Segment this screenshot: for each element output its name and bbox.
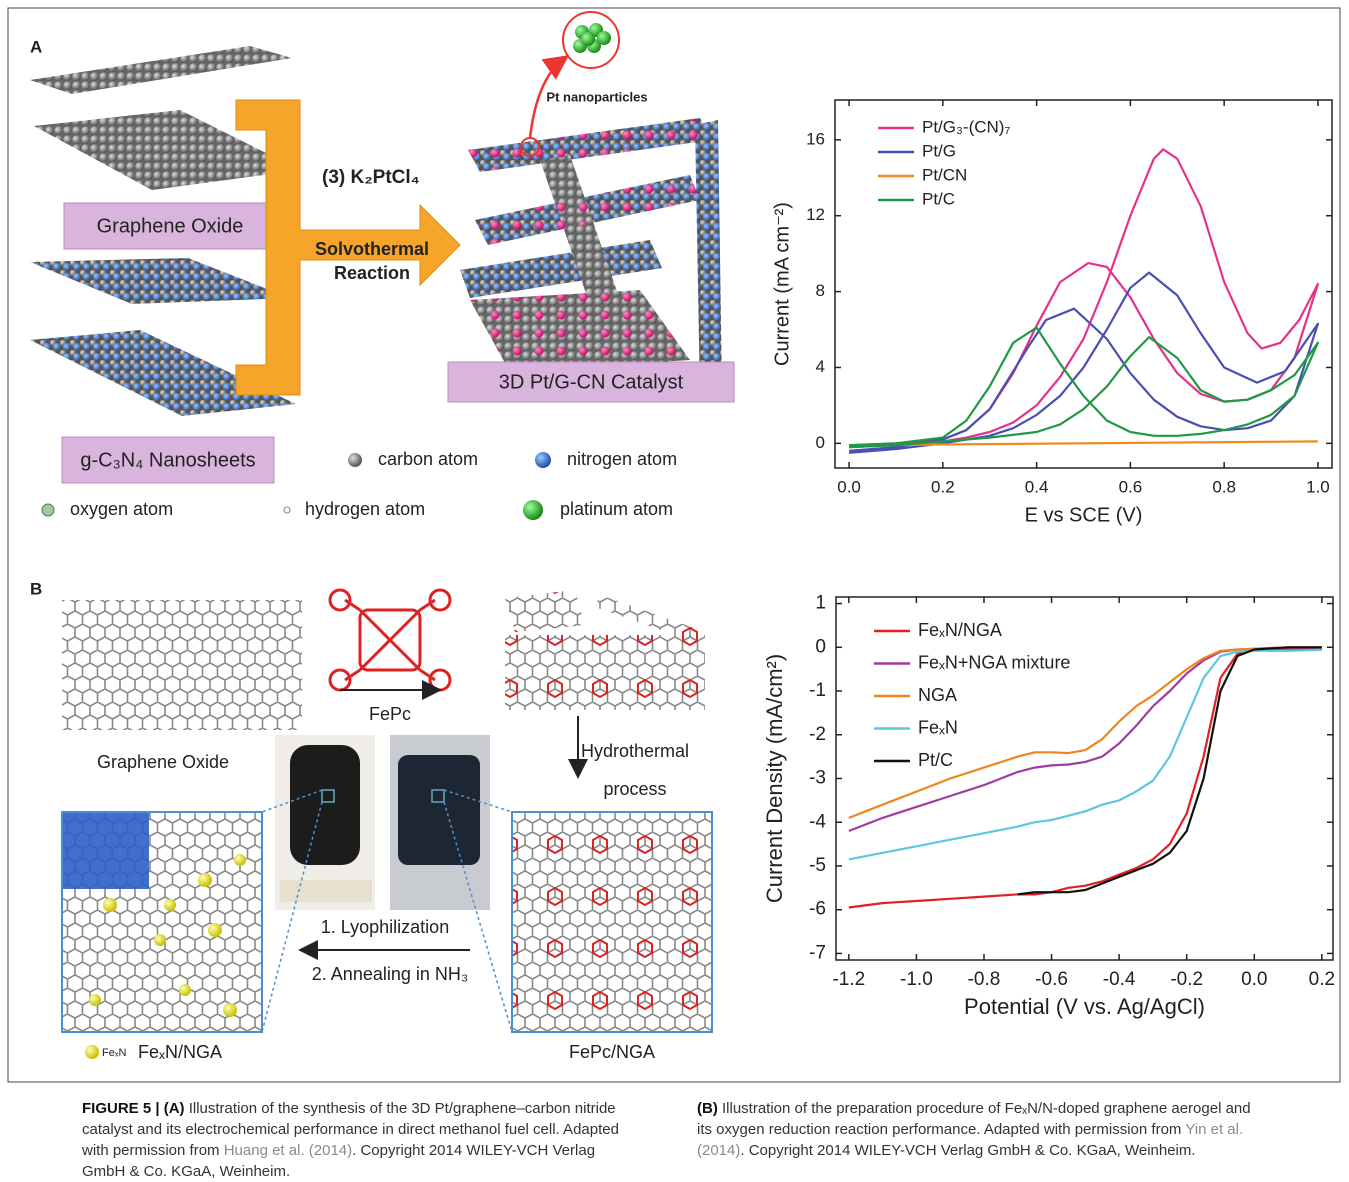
x-tick-label: 0.8	[1212, 477, 1236, 496]
caption-text: . Copyright 2014 WILEY-VCH Verlag GmbH &…	[740, 1142, 1195, 1159]
atom-legend: carbon atom	[378, 449, 478, 469]
reaction-label: Reaction	[334, 263, 410, 283]
page: { "panel_a": { "label": "A", "pt_nanopar…	[0, 0, 1349, 1172]
x-tick-label: 0.0	[1241, 969, 1267, 990]
process-label: process	[603, 779, 666, 799]
panel-label: B	[30, 579, 42, 598]
y-tick-label: -5	[809, 855, 826, 876]
x-axis-label: Potential (V vs. Ag/AgCl)	[964, 994, 1205, 1019]
fexn-legend: FeₓN	[102, 1047, 126, 1059]
figure: A Graphene Oxide g-C₃N₄ Nanosheets (3) K…	[0, 0, 1349, 1090]
fepc-label: FePc	[369, 704, 411, 724]
y-tick-label: -2	[809, 724, 826, 745]
panel-a-illustration: A Graphene Oxide g-C₃N₄ Nanosheets (3) K…	[30, 12, 734, 520]
graphene-oxide-label: Graphene Oxide	[97, 215, 244, 237]
legend-label: Pt/CN	[922, 165, 967, 184]
x-tick-label: -0.6	[1035, 969, 1068, 990]
x-tick-label: 0.0	[837, 477, 861, 496]
x-axis-label: E vs SCE (V)	[1025, 504, 1143, 526]
reagent-label: (3) K₂PtCl₄	[322, 167, 420, 188]
atom-legend: nitrogen atom	[567, 449, 677, 469]
legend-label: FeₓN/NGA	[918, 620, 1002, 640]
legend-label: FeₓN	[918, 717, 958, 737]
intermediate-label: FePc/NGA	[569, 1042, 655, 1062]
data-line	[849, 149, 1318, 447]
product-label: FeₓN/NGA	[138, 1042, 222, 1062]
caption-label: (B)	[697, 1100, 718, 1117]
atom-legend: hydrogen atom	[305, 499, 425, 519]
plot-frame	[835, 100, 1332, 468]
step-label: 1. Lyophilization	[321, 917, 449, 937]
x-tick-label: -0.8	[968, 969, 1001, 990]
process-label: Hydrothermal	[581, 741, 689, 761]
product-label: 3D Pt/G-CN Catalyst	[499, 371, 684, 393]
citation-link[interactable]: Huang et al. (2014)	[224, 1142, 352, 1159]
x-tick-label: -0.4	[1103, 969, 1136, 990]
y-tick-label: 8	[816, 281, 825, 300]
data-line	[1018, 647, 1322, 894]
step-label: 2. Annealing in NH₃	[312, 964, 468, 984]
x-tick-label: -1.0	[900, 969, 933, 990]
y-axis-label: Current (mA cm⁻²)	[771, 202, 793, 366]
legend-label: FeₓN+NGA mixture	[918, 652, 1070, 672]
y-tick-label: 1	[815, 593, 826, 614]
y-tick-label: -6	[809, 899, 826, 920]
x-tick-label: 0.4	[1025, 477, 1049, 496]
y-axis-label: Current Density (mA/cm²)	[762, 654, 787, 903]
legend-label: Pt/C	[918, 750, 953, 770]
pt-nanoparticles-label: Pt nanoparticles	[546, 89, 647, 104]
x-tick-label: 0.2	[931, 477, 955, 496]
legend-label: Pt/C	[922, 189, 955, 208]
y-tick-label: 16	[806, 129, 825, 148]
legend-label: NGA	[918, 685, 957, 705]
y-tick-label: -1	[809, 680, 826, 701]
panel-label: A	[30, 37, 42, 56]
x-tick-label: -0.2	[1170, 969, 1203, 990]
graphene-oxide-label: Graphene Oxide	[97, 752, 229, 772]
x-tick-label: 1.0	[1306, 477, 1330, 496]
y-tick-label: -3	[809, 768, 826, 789]
y-tick-label: -7	[809, 942, 826, 963]
legend-label: Pt/G₃-(CN)₇	[922, 117, 1010, 136]
y-tick-label: -4	[809, 811, 826, 832]
caption-left: FIGURE 5 | (A) Illustration of the synth…	[82, 1098, 642, 1182]
panel-b-illustration: B Graphene Oxide FePc Hydrothermal proce…	[30, 579, 712, 1061]
reaction-label: Solvothermal	[315, 239, 429, 259]
y-tick-label: 12	[806, 205, 825, 224]
data-line	[849, 273, 1318, 453]
y-tick-label: 4	[816, 357, 825, 376]
x-tick-label: 0.6	[1119, 477, 1143, 496]
caption-right: (B) Illustration of the preparation proc…	[697, 1098, 1257, 1161]
data-line	[849, 650, 1322, 832]
caption-text: Illustration of the preparation procedur…	[697, 1100, 1251, 1138]
atom-legend: platinum atom	[560, 499, 673, 519]
x-tick-label: 0.2	[1309, 969, 1335, 990]
caption-label: FIGURE 5 | (A)	[82, 1100, 185, 1117]
y-tick-label: 0	[816, 433, 825, 452]
legend-label: Pt/G	[922, 141, 956, 160]
atom-legend: oxygen atom	[70, 499, 173, 519]
y-tick-label: 0	[815, 636, 826, 657]
x-tick-label: -1.2	[832, 969, 865, 990]
nanosheets-label: g-C₃N₄ Nanosheets	[80, 449, 255, 471]
